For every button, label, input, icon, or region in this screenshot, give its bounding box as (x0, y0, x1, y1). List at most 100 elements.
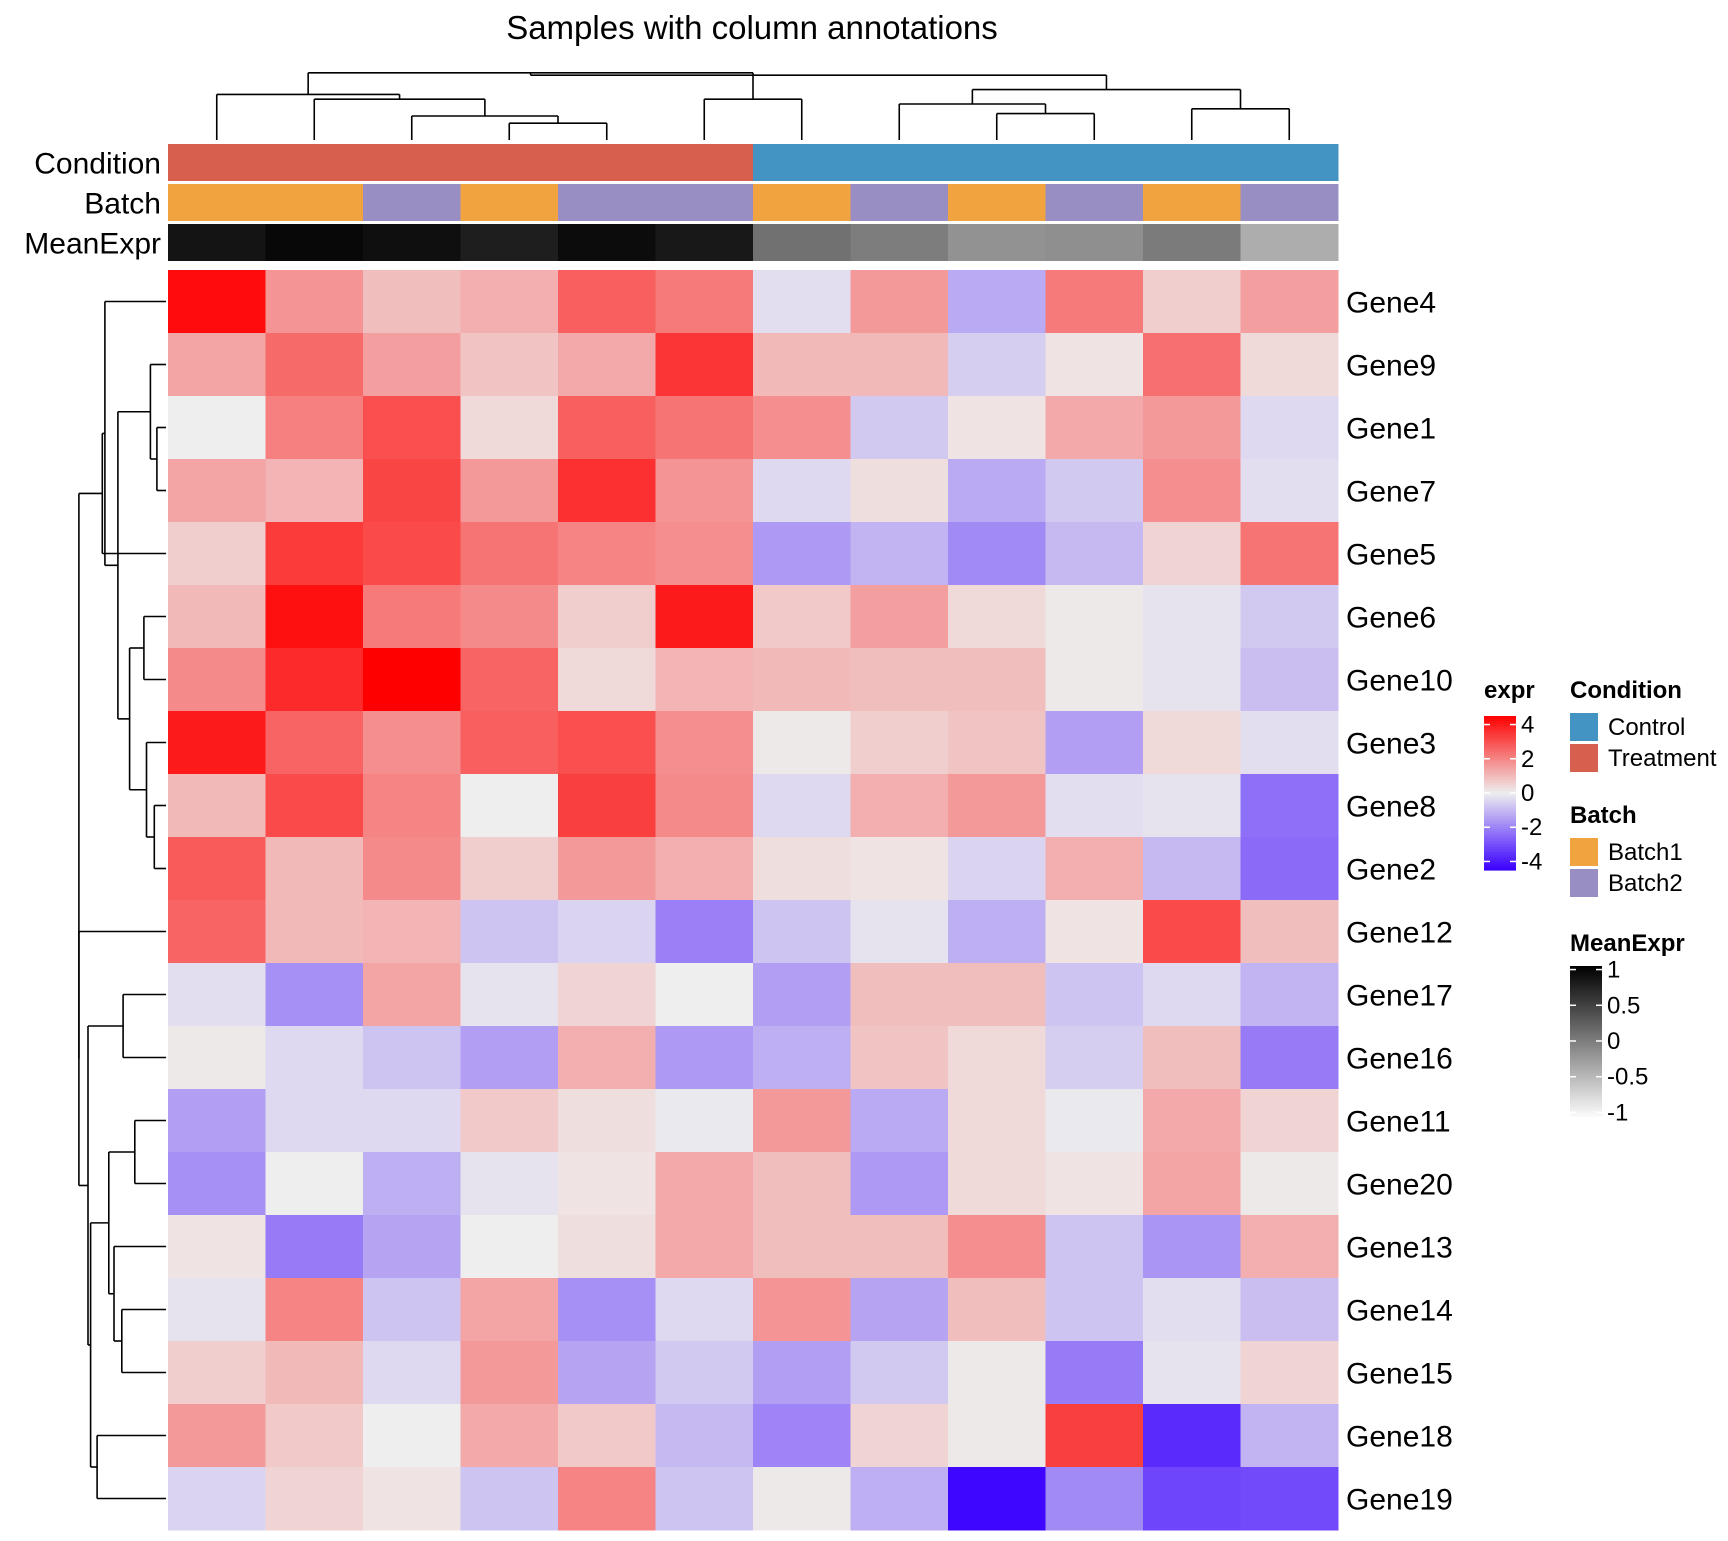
heatmap-cell (850, 711, 949, 775)
heatmap-cell (265, 963, 364, 1027)
heatmap-cell (753, 1215, 851, 1279)
heatmap-cell (265, 648, 364, 712)
colorbar-segment (1484, 787, 1516, 792)
heatmap-cell (655, 1278, 754, 1342)
heatmap-cell (753, 1404, 851, 1468)
heatmap-cell (363, 1215, 461, 1279)
heatmap-cell (558, 1152, 656, 1216)
heatmap-cell (850, 1215, 949, 1279)
heatmap-cell (363, 1278, 461, 1342)
heatmap-cell (460, 963, 559, 1027)
heatmap-cell (168, 1278, 266, 1342)
heatmap-cell (168, 900, 266, 964)
meanexpr-cell (265, 224, 364, 261)
gene-label: Gene3 (1346, 728, 1436, 761)
heatmap-cell (1045, 774, 1144, 838)
heatmap-cell (460, 648, 559, 712)
heatmap-cell (753, 648, 851, 712)
gene-label: Gene15 (1346, 1358, 1453, 1391)
batch-legend-label: Batch1 (1608, 839, 1683, 866)
heatmap-cell (1240, 963, 1339, 1027)
heatmap-cell (558, 1215, 656, 1279)
colorbar-label: 1 (1607, 957, 1620, 984)
gene-label: Gene7 (1346, 476, 1436, 509)
colorbar-segment (1484, 767, 1516, 771)
heatmap-cell (265, 396, 364, 460)
colorbar-label: 2 (1521, 746, 1534, 773)
gene-labels: Gene4 Gene9 Gene1 Gene7 Gene5 Gene6 Gene10 Gene… (1346, 287, 1453, 1517)
colorbar-segment (1484, 823, 1516, 827)
legend-title-condition: Condition (1570, 677, 1682, 704)
heatmap-cell (1143, 1341, 1241, 1405)
row-dendrogram (78, 300, 166, 1500)
column-dendrogram (215, 72, 1291, 140)
heatmap-cell (1143, 522, 1241, 586)
heatmap-cell (753, 900, 851, 964)
heatmap-cell (1045, 1215, 1144, 1279)
batch-cell (1045, 184, 1144, 221)
colorbar-segment (1484, 800, 1516, 804)
colorbar-segment (1570, 971, 1602, 975)
heatmap-cell (168, 396, 266, 460)
heatmap-cell (265, 1467, 364, 1531)
heatmap-cell (1240, 1215, 1339, 1279)
heatmap-cell (1045, 270, 1144, 334)
gene-label: Gene11 (1346, 1106, 1451, 1139)
heatmap-cell (460, 522, 559, 586)
batch-legend-key (1570, 838, 1598, 866)
heatmap-cell (655, 1404, 754, 1468)
colorbar-segment (1484, 790, 1516, 794)
colorbar-segment (1484, 826, 1516, 830)
colorbar-segment (1570, 1081, 1602, 1085)
colorbar-segment (1484, 828, 1516, 833)
heatmap-cell (460, 333, 559, 397)
heatmap-cell (363, 963, 461, 1027)
heatmap-cell (1045, 333, 1144, 397)
colorbar-segment (1570, 973, 1602, 977)
heatmap-cell (753, 774, 851, 838)
heatmap-cell (850, 333, 949, 397)
heatmap-cell (460, 1089, 559, 1153)
heatmap-cell (168, 1026, 266, 1090)
colorbar-segment (1484, 731, 1516, 735)
colorbar-segment (1570, 1008, 1602, 1012)
colorbar-segment (1570, 1071, 1602, 1075)
heatmap-cell (1240, 1467, 1339, 1531)
heatmap-cell (558, 270, 656, 334)
heatmap-cell (948, 1026, 1046, 1090)
heatmap-cell (948, 396, 1046, 460)
heatmap-cell (850, 1089, 949, 1153)
heatmap-cell (168, 963, 266, 1027)
colorbar-segment (1484, 862, 1516, 866)
colorbar-segment (1570, 1033, 1602, 1037)
meanexpr-cell (558, 224, 656, 261)
heatmap-cell (850, 1026, 949, 1090)
heatmap-cell (363, 1089, 461, 1153)
colorbar-label: -1 (1607, 1099, 1628, 1126)
meanexpr-cell (753, 224, 851, 261)
colorbar-segment (1484, 864, 1516, 869)
heatmap-cell (168, 459, 266, 523)
heatmap-cell (753, 1089, 851, 1153)
colorbar-segment (1570, 1066, 1602, 1070)
heatmap-cell (850, 459, 949, 523)
colorbar-segment (1570, 1026, 1602, 1030)
heatmap-cell (655, 459, 754, 523)
colorbar-label: 0 (1607, 1028, 1620, 1055)
colorbar-segment (1570, 1028, 1602, 1032)
heatmap-cell (850, 963, 949, 1027)
gene-label: Gene6 (1346, 602, 1436, 635)
heatmap-cell (168, 1215, 266, 1279)
gene-label: Gene16 (1346, 1043, 1453, 1076)
colorbar-segment (1570, 1061, 1602, 1065)
heatmap-cell (363, 1404, 461, 1468)
heatmap-cell (265, 1278, 364, 1342)
heatmap-cell (265, 585, 364, 649)
colorbar-segment (1484, 746, 1516, 750)
heatmap-cell (460, 270, 559, 334)
heatmap-cell (1240, 1026, 1339, 1090)
heatmap-cell (948, 1404, 1046, 1468)
heatmap-cell (460, 1467, 559, 1531)
colorbar-segment (1570, 1086, 1602, 1090)
heatmap-cell (655, 1341, 754, 1405)
